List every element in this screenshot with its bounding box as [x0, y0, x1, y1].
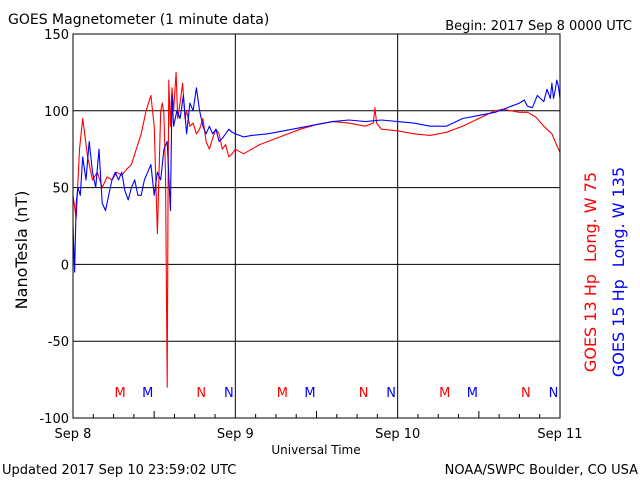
- legend-entry: GOES 13 Hp Long. W 75: [581, 172, 600, 372]
- x-tick-label: Sep 8: [55, 427, 92, 442]
- legend-satellite: GOES 15 Hp: [609, 279, 628, 377]
- mn-marker: N: [386, 386, 396, 401]
- x-axis-label: Universal Time: [271, 443, 360, 457]
- y-tick-label: -100: [39, 412, 69, 427]
- plot-grid: [72, 33, 561, 419]
- y-tick-label: 100: [44, 105, 69, 120]
- mn-marker: N: [549, 386, 559, 401]
- mn-marker: M: [277, 386, 288, 401]
- credit-label: NOAA/SWPC Boulder, CO USA: [445, 463, 638, 478]
- mn-marker: N: [196, 386, 206, 401]
- legend-longitude: Long. W 75: [581, 172, 600, 262]
- updated-label: Updated 2017 Sep 10 23:59:02 UTC: [2, 463, 236, 478]
- mn-marker: M: [467, 386, 478, 401]
- mn-marker: M: [439, 386, 450, 401]
- legend: GOES 13 Hp Long. W 75 GOES 15 Hp Long. W 13…: [581, 167, 628, 377]
- plot-frame: [72, 33, 561, 419]
- mn-marker: N: [224, 386, 234, 401]
- mn-marker: M: [114, 386, 125, 401]
- x-axis-ticks: Sep 8 Sep 9 Sep 10 Sep 11: [55, 411, 583, 442]
- series-layer: [72, 71, 561, 388]
- y-tick-label: -50: [48, 335, 69, 350]
- chart-title: GOES Magnetometer (1 minute data): [8, 12, 269, 28]
- series-line-goes-15: [72, 79, 561, 273]
- begin-label: Begin: 2017 Sep 8 0000 UTC: [445, 19, 632, 34]
- legend-longitude: Long. W 135: [609, 167, 628, 267]
- y-tick-label: 0: [61, 258, 69, 273]
- y-axis-ticks: 150 100 50 0 -50 -100: [39, 28, 69, 427]
- legend-entry: GOES 15 Hp Long. W 135: [609, 167, 628, 377]
- y-tick-label: 50: [52, 182, 69, 197]
- mn-marker: N: [359, 386, 369, 401]
- legend-satellite: GOES 13 Hp: [581, 274, 600, 372]
- series-line-goes-13: [72, 71, 561, 388]
- y-tick-label: 150: [44, 28, 69, 43]
- x-tick-label: Sep 11: [537, 427, 582, 442]
- x-tick-label: Sep 9: [217, 427, 254, 442]
- x-tick-label: Sep 10: [375, 427, 420, 442]
- y-axis-label: NanoTesla (nT): [12, 191, 31, 310]
- mn-marker: M: [142, 386, 153, 401]
- mn-marker: M: [304, 386, 315, 401]
- mn-marker: N: [521, 386, 531, 401]
